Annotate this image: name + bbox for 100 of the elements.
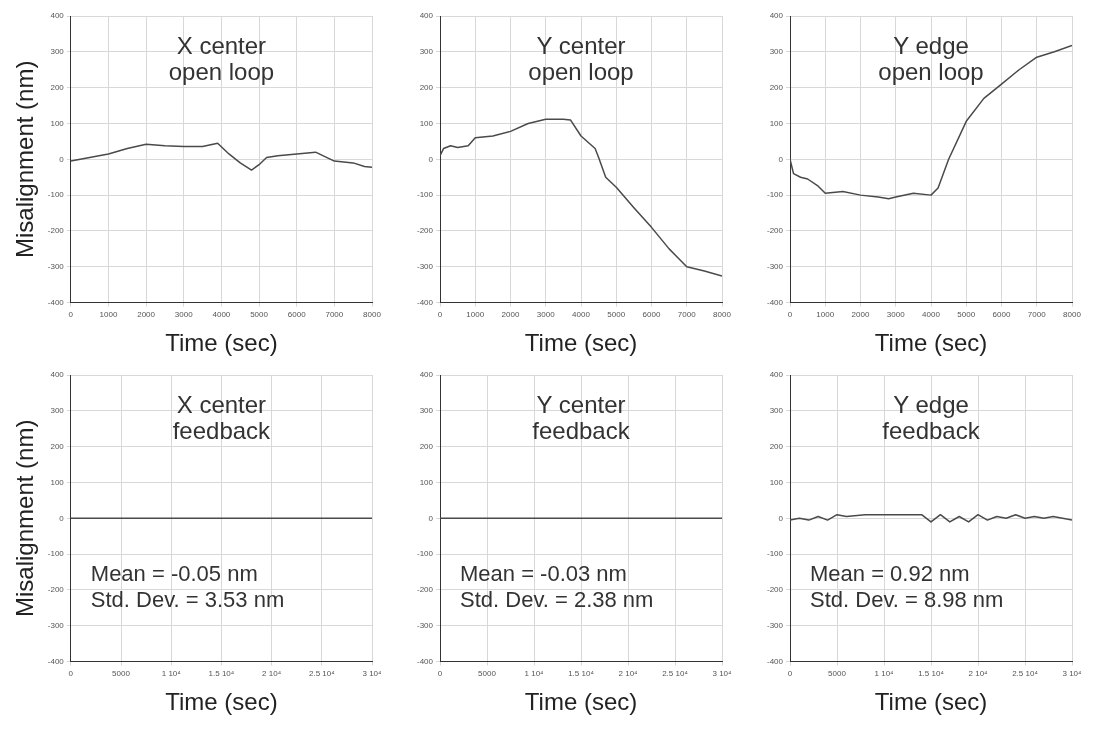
y-tick-label: -300 [767,620,784,630]
x-tick-label: 0 [68,668,74,678]
x-tick-label: 6000 [642,309,661,319]
x-axis-title: Time (sec) [874,329,988,357]
x-tick-label: 4000 [212,309,231,319]
text: Y edge open loop [878,32,984,85]
x-tick-label: 3000 [174,309,194,319]
x-tick-label: 2 10⁴ [618,668,639,678]
x-tick-label: 0 [437,668,443,678]
y-tick-label: -100 [417,190,434,200]
y-tick-label: -400 [767,297,784,307]
y-tick-label: -200 [767,226,784,236]
x-tick-label: 2.5 10⁴ [662,668,689,678]
y-tick-label: -200 [417,585,434,595]
x-tick-label: 2000 [137,309,156,319]
y-tick-label: 0 [59,154,65,164]
y-tick-label: 200 [769,441,784,451]
y-tick-label: 100 [419,477,434,487]
x-tick-label: 6000 [287,309,307,319]
text: X center open loop [168,32,275,85]
y-tick-label: -400 [417,297,434,307]
x-tick-label: 2.5 10⁴ [308,668,336,678]
y-tick-label: 100 [50,118,65,128]
x-axis-title: Time (sec) [874,688,988,716]
x-tick-label: 4000 [572,309,591,319]
y-tick-label: 0 [428,154,434,164]
y-tick-label: -400 [47,297,65,307]
x-tick-label: 6000 [992,309,1011,319]
y-tick-label: 0 [778,154,784,164]
x-tick-label: 1.5 10⁴ [208,668,235,678]
x-tick-label: 7000 [1027,309,1047,319]
x-tick-label: 1 10⁴ [874,668,895,678]
y-tick-label: -100 [47,549,65,559]
y-tick-label: 100 [419,118,434,128]
x-axis-title: Time (sec) [165,688,278,716]
x-tick-label: 1 10⁴ [161,668,182,678]
y-tick-label: 0 [59,513,65,523]
x-tick-label: 4000 [922,309,941,319]
y-axis-title: Misalignment (nm) [11,419,39,617]
annotation: Mean = -0.05 nm [90,561,258,587]
y-tick-label: -300 [47,261,65,271]
y-tick-label: -100 [767,190,784,200]
x-tick-label: 2.5 10⁴ [1012,668,1039,678]
y-tick-label: 300 [769,406,784,416]
y-tick-label: -300 [47,620,65,630]
y-tick-label: 300 [769,47,784,57]
y-tick-label: 200 [50,441,65,451]
y-tick-label: 400 [50,11,65,21]
y-axis-title: Misalignment (nm) [11,60,39,258]
x-tick-label: 1.5 10⁴ [568,668,595,678]
x-tick-label: 8000 [363,309,382,319]
y-tick-label: -100 [417,549,434,559]
x-tick-label: 1 10⁴ [524,668,545,678]
x-tick-label: 5000 [112,668,131,678]
y-tick-label: 100 [769,118,784,128]
y-tick-label: 0 [428,513,434,523]
x-tick-label: 0 [68,309,74,319]
x-tick-label: 7000 [677,309,697,319]
x-tick-label: 3000 [536,309,556,319]
y-tick-label: 300 [50,47,65,57]
y-tick-label: 300 [419,406,434,416]
annotation: Mean = -0.03 nm [460,561,627,587]
x-tick-label: 5000 [957,309,976,319]
y-tick-label: -200 [767,585,784,595]
x-tick-label: 5000 [607,309,626,319]
y-tick-label: -300 [417,620,434,630]
y-tick-label: -100 [767,549,784,559]
y-tick-label: 400 [769,11,784,21]
x-tick-label: 3 10⁴ [712,668,733,678]
y-tick-label: -200 [47,585,65,595]
x-tick-label: 3000 [886,309,906,319]
x-tick-label: 0 [787,309,793,319]
x-tick-label: 8000 [1063,309,1082,319]
x-tick-label: 3 10⁴ [362,668,383,678]
x-tick-label: 5000 [828,668,847,678]
y-tick-label: -300 [417,261,434,271]
annotation: Std. Dev. = 2.38 nm [460,587,654,613]
x-tick-label: 2 10⁴ [262,668,282,678]
x-tick-label: 1000 [816,309,835,319]
x-tick-label: 7000 [325,309,344,319]
y-tick-label: -400 [767,656,784,666]
x-axis-title: Time (sec) [524,688,638,716]
y-tick-label: 400 [769,370,784,380]
y-tick-label: 0 [778,513,784,523]
y-tick-label: 400 [419,11,434,21]
y-tick-label: 100 [769,477,784,487]
x-tick-label: 3 10⁴ [1062,668,1083,678]
y-tick-label: -300 [767,261,784,271]
y-tick-label: 200 [419,82,434,92]
y-tick-label: -100 [47,190,65,200]
x-tick-label: 0 [437,309,443,319]
annotation: Std. Dev. = 3.53 nm [90,587,285,613]
text: Y edge feedback [882,391,981,444]
x-axis-title: Time (sec) [524,329,638,357]
text: X center feedback [172,391,272,444]
y-tick-label: 200 [419,441,434,451]
text: Y center feedback [532,391,631,444]
x-axis-title: Time (sec) [165,329,278,357]
y-tick-label: 300 [419,47,434,57]
y-tick-label: 100 [50,477,65,487]
